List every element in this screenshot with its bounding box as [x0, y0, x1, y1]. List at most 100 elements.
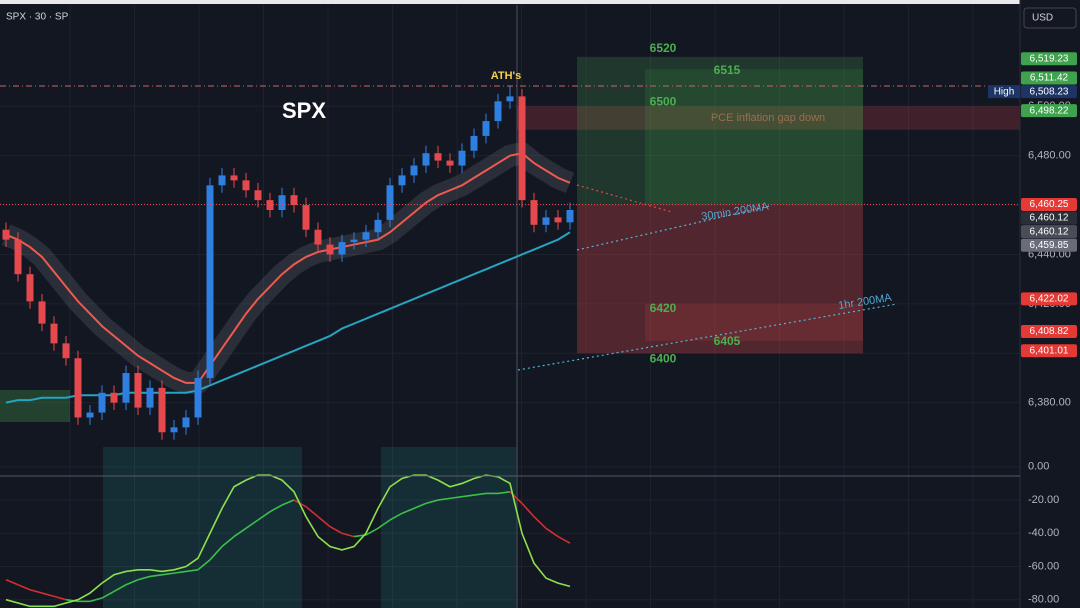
currency[interactable]: USD [1032, 13, 1053, 24]
projection-line [517, 303, 898, 371]
signal-segment [17, 584, 31, 591]
signal-segment [557, 535, 571, 544]
oscillator-pane [5, 474, 571, 608]
signal-segment [53, 595, 67, 601]
fast-line [5, 474, 571, 608]
signal-segment [401, 507, 415, 515]
price-badge [1021, 344, 1077, 358]
candle-body [422, 153, 430, 166]
signal-segment [173, 570, 187, 574]
candle-body [278, 195, 286, 211]
candle-body [398, 175, 406, 186]
candle-body [482, 121, 490, 136]
target-zone [577, 56, 863, 205]
candle-body [542, 217, 550, 225]
candle-body [518, 96, 526, 201]
candle-body [458, 150, 466, 166]
osc-zone [103, 447, 302, 608]
signal-segment [233, 527, 247, 538]
price-badge-label: 6,508.23 [1030, 86, 1069, 97]
candle-body [470, 135, 478, 151]
signal-segment [437, 497, 451, 501]
signal-segment [305, 506, 319, 518]
price-badge [1021, 292, 1077, 306]
gap-zone [517, 106, 1020, 130]
signal-segment [413, 502, 427, 510]
candle-body [194, 377, 202, 418]
signal-segment [521, 502, 535, 518]
signal-segment [257, 511, 271, 521]
candle-body [62, 343, 70, 359]
candle-body [182, 417, 190, 428]
price-badge-label: 6,459.85 [1030, 240, 1069, 251]
candle-body [446, 160, 454, 166]
price-pane: PCE inflation gap down 6520 6515 6500 6420 64… [0, 41, 1020, 440]
price-badge-label: 6,460.25 [1030, 199, 1069, 210]
price-badge [1021, 324, 1077, 338]
candle-body [170, 427, 178, 433]
signal-segment [161, 572, 175, 576]
candle-body [2, 229, 10, 240]
tag-label: High [994, 86, 1015, 97]
candle-body [218, 175, 226, 186]
price-badge [1021, 225, 1077, 239]
tag-badge [988, 85, 1020, 99]
signal-segment [137, 575, 151, 581]
candle-body [290, 195, 298, 206]
signal-segment [89, 597, 103, 603]
stop-zone [577, 204, 863, 354]
candle-body [146, 387, 154, 408]
price-axis: 6,380.006,400.006,420.006,440.006,460.00… [988, 52, 1077, 606]
candle-body [530, 200, 538, 225]
y-tick-label: 6,480.00 [1028, 150, 1071, 162]
level-label: 6405 [714, 334, 741, 348]
candle-body [326, 244, 334, 255]
currency-button[interactable] [1023, 7, 1077, 29]
candle-body [74, 358, 82, 418]
symbol: SPX · 30 · SP [6, 12, 69, 23]
candle-body [494, 101, 502, 122]
candle-body [158, 387, 166, 433]
price-badge-label: 6,511.42 [1030, 73, 1069, 84]
zone-box [0, 390, 70, 422]
signal-segment [113, 584, 127, 593]
candle-body [38, 301, 46, 324]
signal-segment [317, 516, 331, 528]
price-badge [1021, 71, 1077, 85]
gap-zone-label: PCE inflation gap down [711, 112, 825, 124]
level-label: 6420 [650, 301, 677, 315]
signal-segment [389, 512, 403, 521]
signal-segment [101, 590, 115, 599]
level-label: 6500 [650, 94, 677, 108]
signal-segment [245, 519, 259, 529]
signal-segment [221, 535, 235, 548]
candle-body [242, 180, 250, 191]
price-badge-label: 6,498.22 [1030, 105, 1069, 116]
ma-line [5, 152, 571, 384]
candle-body [98, 392, 106, 413]
candle-body [554, 217, 562, 223]
price-badge [1021, 211, 1077, 225]
price-badge-label: 6,401.01 [1030, 345, 1069, 356]
candle-body [350, 239, 358, 243]
candle-body [362, 232, 370, 240]
candle-body [134, 373, 142, 408]
y-tick-label: -20.00 [1028, 494, 1059, 506]
signal-segment [65, 598, 79, 603]
candle-body [254, 190, 262, 201]
chart-title: SPX [282, 98, 326, 123]
top-strip [0, 0, 1080, 4]
y-tick-label: -60.00 [1028, 560, 1059, 572]
y-tick-label: -80.00 [1028, 594, 1059, 606]
price-badge-label: 6,460.12 [1030, 226, 1069, 237]
candle-body [374, 219, 382, 233]
signal-segment [197, 559, 211, 571]
price-badge [1021, 238, 1077, 252]
signal-segment [533, 516, 547, 529]
signal-segment [329, 525, 343, 534]
signal-segment [497, 490, 511, 495]
osc-zone [381, 447, 517, 608]
candle-body [122, 373, 130, 403]
